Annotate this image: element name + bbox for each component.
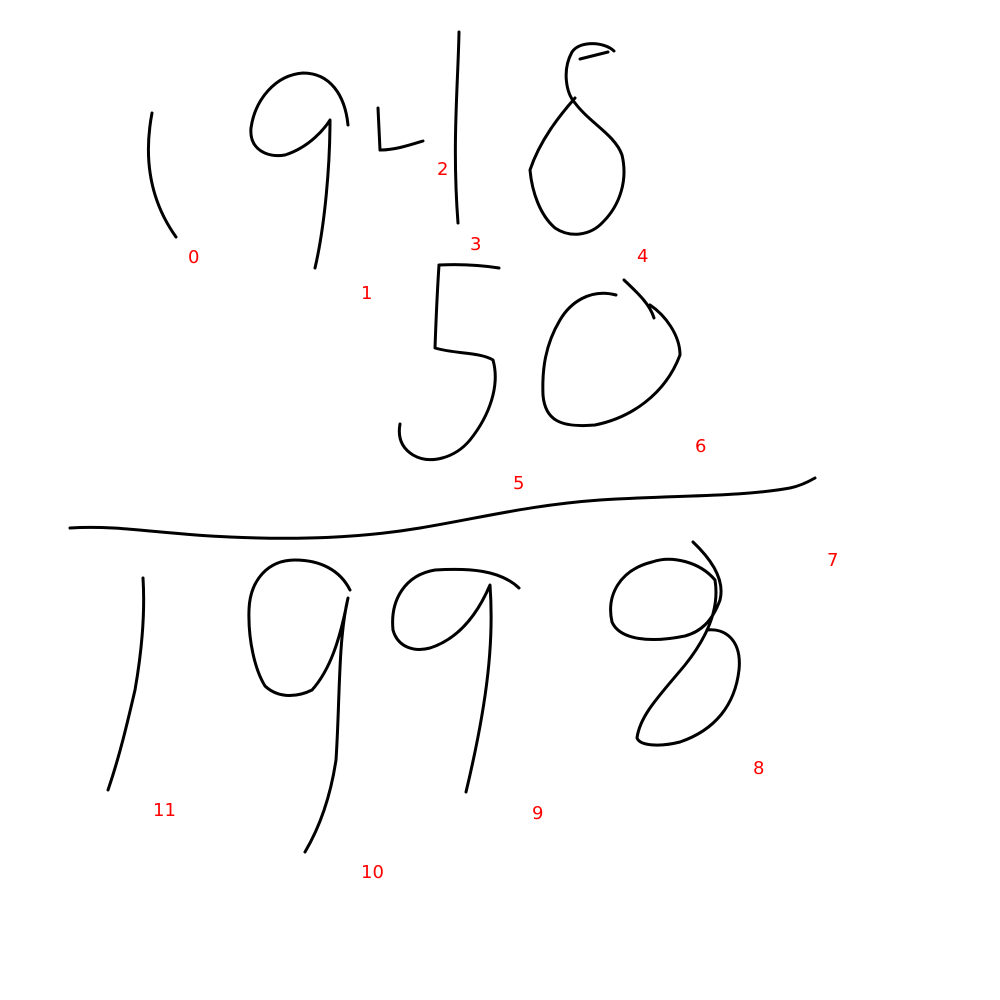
stroke-6 [541, 278, 682, 428]
stroke-label: 7 [827, 550, 838, 571]
stroke-5 [397, 263, 501, 462]
stroke-1 [249, 71, 350, 270]
stroke-4 [528, 42, 626, 236]
stroke-label: 6 [695, 436, 706, 457]
stroke-label: 9 [532, 803, 543, 824]
stroke-label: 11 [153, 800, 176, 821]
stroke-9 [391, 567, 521, 794]
stroke-label: 5 [513, 473, 524, 494]
stroke-8 [609, 540, 741, 747]
stroke-label: 2 [437, 159, 448, 180]
stroke-label: 1 [361, 283, 372, 304]
stroke-10 [247, 558, 352, 854]
stroke-label: 8 [753, 758, 764, 779]
stroke-label: 3 [470, 234, 481, 255]
stroke-7 [68, 476, 817, 540]
stroke-label: 10 [361, 862, 384, 883]
stroke-11 [106, 576, 146, 792]
stroke-3 [453, 30, 461, 225]
stroke-label: 0 [188, 247, 199, 268]
stroke-2 [376, 106, 425, 152]
stroke-label: 4 [637, 246, 648, 267]
stroke-0 [146, 111, 178, 239]
